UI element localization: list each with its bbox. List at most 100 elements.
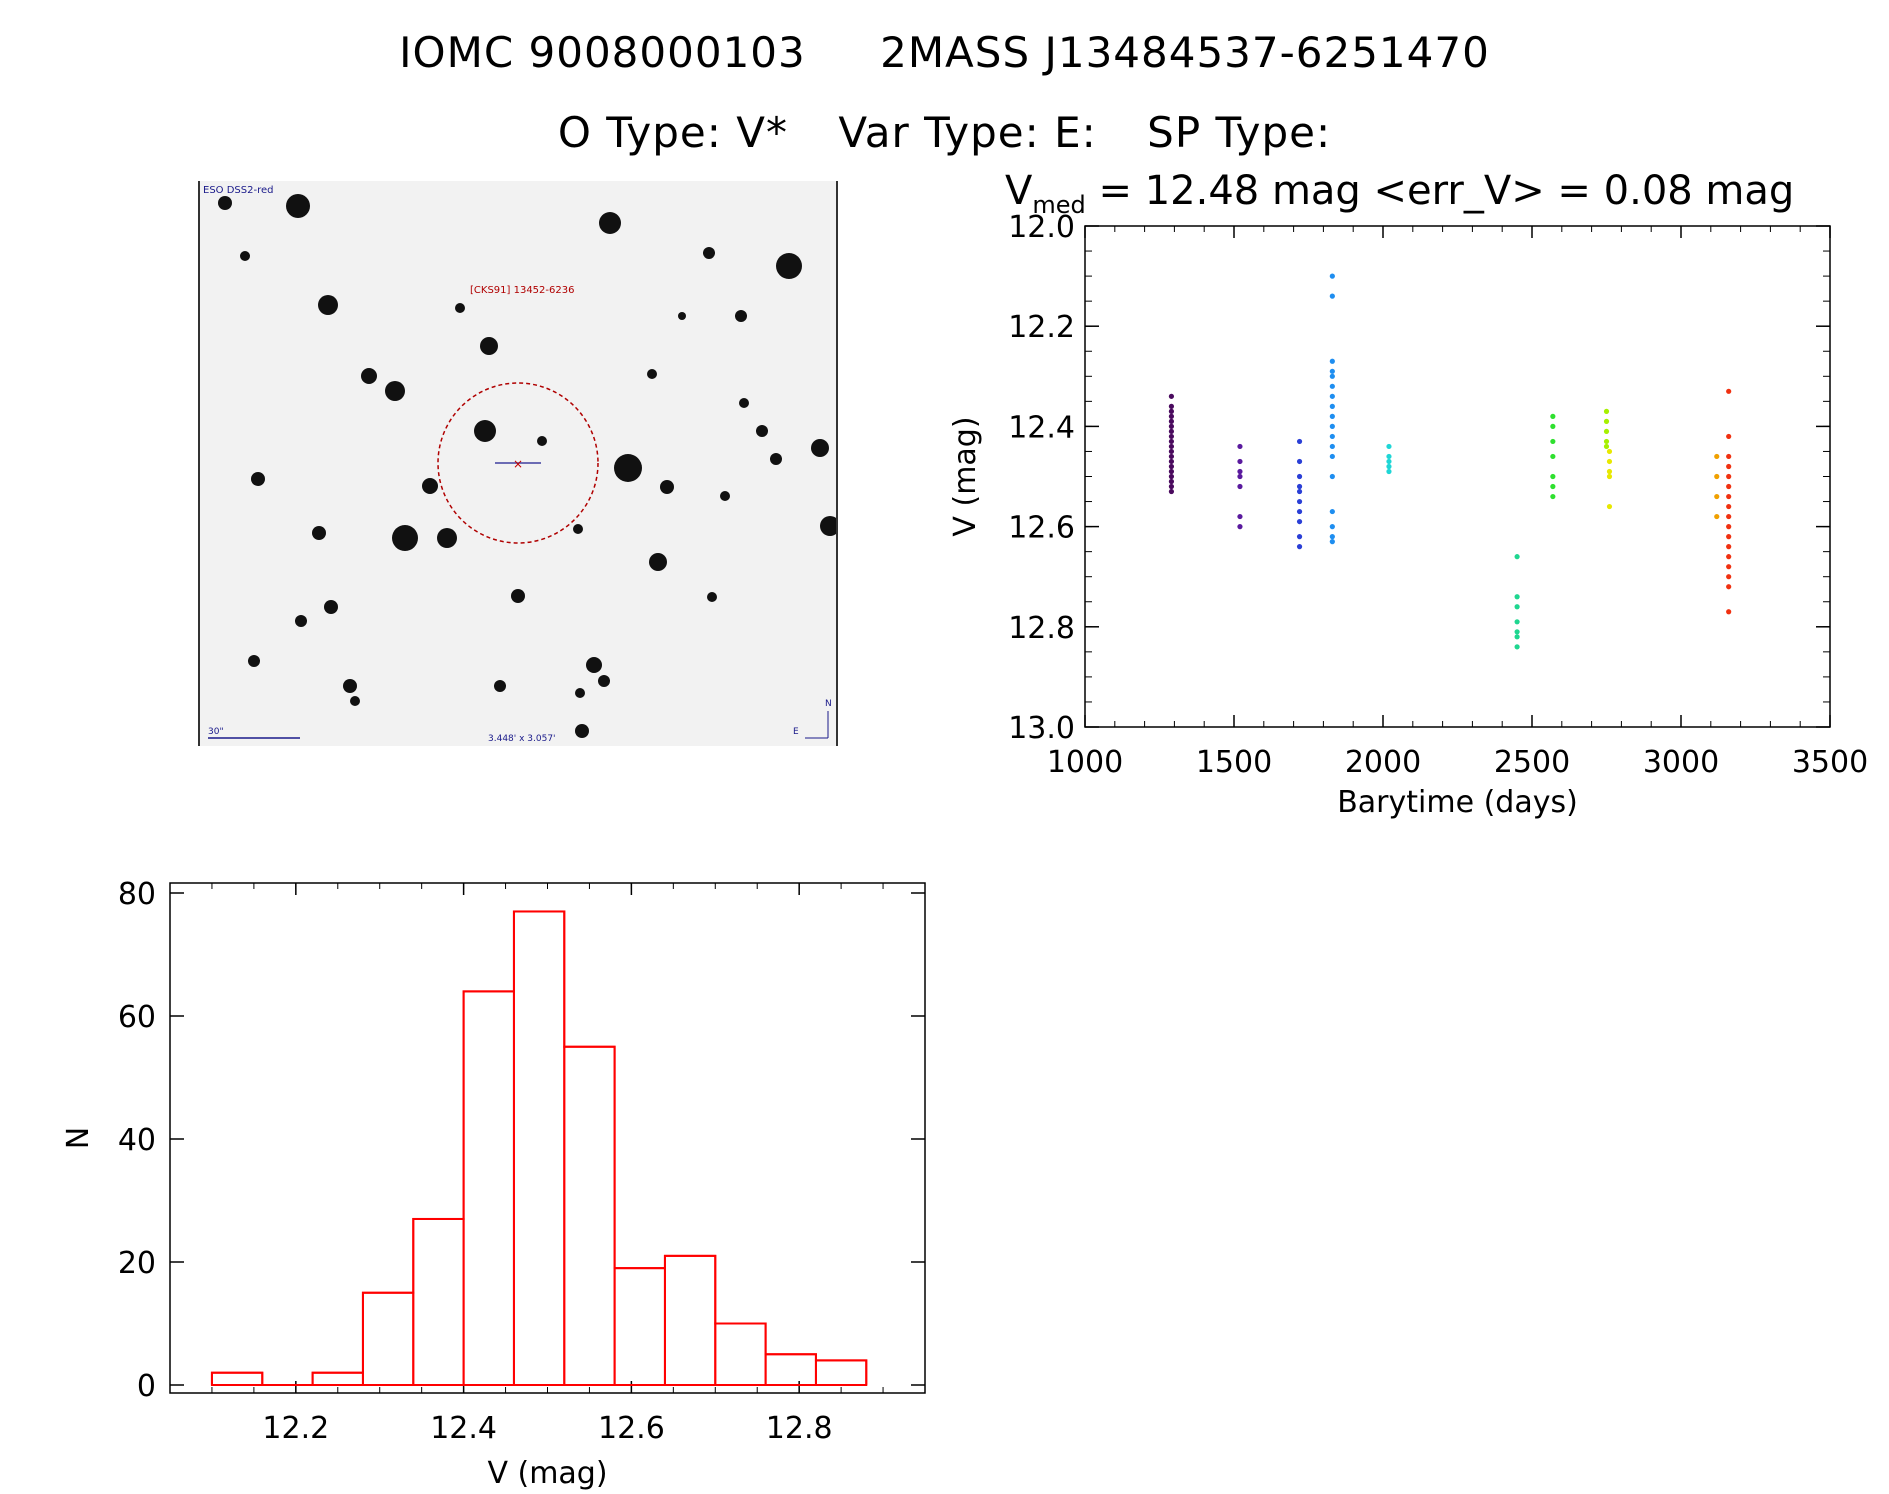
fov-label: 3.448' x 3.057' bbox=[488, 734, 556, 744]
lightcurve-stats: Vmed = 12.48 mag <err_V> = 0.08 mag bbox=[1005, 168, 1794, 219]
hist-x-tick-label: 12.8 bbox=[766, 1411, 833, 1446]
hist-bar bbox=[311, 1371, 364, 1386]
hist-x-axis-label: V (mag) bbox=[487, 1456, 607, 1491]
survey-label: ESO DSS2-red bbox=[203, 185, 273, 196]
target-circle bbox=[437, 382, 599, 544]
variability-type: Var Type: E: bbox=[838, 108, 1097, 157]
hist-bar bbox=[412, 1217, 465, 1386]
star bbox=[811, 439, 829, 457]
lc-y-axis-label: V (mag) bbox=[948, 416, 983, 536]
star bbox=[776, 253, 802, 279]
lc-data-point bbox=[1514, 619, 1520, 625]
star-field bbox=[218, 194, 836, 738]
hist-x-tick-label: 12.2 bbox=[262, 1411, 329, 1446]
hist-bar bbox=[210, 1371, 264, 1386]
lc-data-point bbox=[1168, 423, 1175, 429]
lc-data-point bbox=[1606, 473, 1613, 480]
lc-data-point bbox=[1168, 458, 1175, 465]
hist-bar bbox=[361, 1291, 415, 1386]
star bbox=[599, 212, 621, 234]
hist-bar bbox=[714, 1322, 767, 1386]
star bbox=[511, 589, 525, 603]
star bbox=[350, 696, 360, 706]
lc-data-point bbox=[1550, 483, 1556, 490]
lc-data-point bbox=[1514, 604, 1520, 610]
lc-data-point bbox=[1168, 408, 1175, 414]
star bbox=[494, 680, 506, 692]
lc-data-point bbox=[1606, 468, 1613, 475]
lc-data-point bbox=[1550, 438, 1556, 445]
lc-data-point bbox=[1726, 584, 1732, 590]
finder-chart-svg: × ESO DSS2-red [CKS91] 13452-6236 30" 3.… bbox=[200, 181, 836, 746]
lc-data-point bbox=[1726, 503, 1732, 510]
hist-y-tick-label: 80 bbox=[118, 877, 156, 912]
lc-data-point bbox=[1726, 544, 1732, 550]
lc-data-point bbox=[1606, 448, 1613, 455]
lc-data-point bbox=[1237, 473, 1243, 480]
lc-x-tick-label: 2000 bbox=[1345, 745, 1421, 780]
lc-data-point bbox=[1550, 413, 1556, 419]
lc-data-point bbox=[1606, 458, 1613, 465]
star bbox=[474, 420, 496, 442]
lc-data-point bbox=[1237, 443, 1243, 450]
lc-x-axis-label: Barytime (days) bbox=[1337, 785, 1578, 820]
lc-data-point bbox=[1168, 433, 1175, 440]
star bbox=[295, 615, 307, 627]
lc-data-point bbox=[1726, 554, 1732, 560]
lc-data-point bbox=[1329, 433, 1335, 440]
iomc-id: IOMC 9008000103 bbox=[399, 28, 806, 77]
lc-data-point bbox=[1168, 443, 1175, 450]
lc-data-point bbox=[1726, 513, 1732, 520]
twomass-id: 2MASS J13484537-6251470 bbox=[880, 28, 1490, 77]
lc-data-point bbox=[1237, 458, 1243, 465]
lc-data-point bbox=[1329, 453, 1335, 460]
lc-x-tick-label: 2500 bbox=[1494, 745, 1570, 780]
lc-data-point bbox=[1603, 428, 1610, 435]
star bbox=[480, 337, 498, 355]
hist-bar bbox=[512, 910, 566, 1386]
lc-data-point bbox=[1329, 358, 1335, 364]
lc-data-point bbox=[1329, 273, 1335, 279]
star bbox=[385, 381, 405, 401]
star bbox=[678, 312, 686, 320]
lc-data-point bbox=[1168, 403, 1175, 409]
lc-x-tick-label: 1000 bbox=[1047, 745, 1123, 780]
lc-data-point bbox=[1726, 534, 1732, 540]
star bbox=[248, 655, 260, 667]
spectral-type: SP Type: bbox=[1147, 108, 1332, 157]
lc-data-point bbox=[1168, 478, 1175, 485]
lc-data-point bbox=[1514, 629, 1520, 635]
lc-data-point bbox=[1296, 544, 1303, 550]
star bbox=[575, 688, 585, 698]
star bbox=[422, 478, 438, 494]
lightcurve-frame bbox=[1084, 225, 1831, 728]
star bbox=[586, 657, 602, 673]
lc-data-point bbox=[1168, 488, 1175, 495]
lc-data-point bbox=[1514, 644, 1520, 650]
lc-data-point bbox=[1168, 473, 1175, 480]
lc-data-point bbox=[1168, 463, 1175, 470]
hist-bar bbox=[764, 1353, 817, 1386]
star bbox=[739, 398, 749, 408]
lc-data-point bbox=[1168, 393, 1175, 399]
hist-frame bbox=[169, 882, 926, 1394]
lc-data-point bbox=[1603, 438, 1610, 445]
hist-bar bbox=[462, 990, 515, 1387]
lc-data-point bbox=[1606, 503, 1613, 510]
lc-data-point bbox=[1550, 473, 1556, 480]
hist-y-tick-label: 0 bbox=[137, 1369, 156, 1404]
lc-data-point bbox=[1714, 473, 1720, 480]
vmed-text: = 12.48 mag <err_V> = 0.08 mag bbox=[1085, 168, 1795, 214]
lc-data-point bbox=[1296, 508, 1303, 515]
lc-data-point bbox=[1603, 443, 1610, 450]
lc-data-point bbox=[1329, 393, 1335, 399]
scale-label: 30" bbox=[208, 727, 224, 737]
star bbox=[455, 303, 465, 313]
lc-data-point bbox=[1726, 493, 1732, 500]
star bbox=[660, 480, 674, 494]
east-label: E bbox=[793, 727, 799, 737]
north-label: N bbox=[825, 699, 832, 709]
hist-bar bbox=[663, 1254, 717, 1386]
lc-data-point bbox=[1329, 423, 1335, 429]
hist-y-tick-label: 60 bbox=[118, 1000, 156, 1035]
